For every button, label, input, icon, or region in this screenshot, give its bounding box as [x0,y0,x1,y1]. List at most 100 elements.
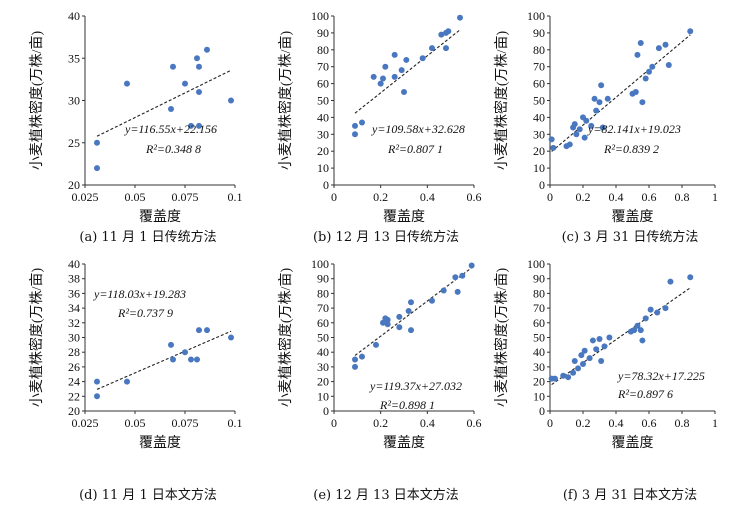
y-tick-label: 70 [317,301,329,315]
data-point [560,372,567,379]
x-tick-label: 0.05 [125,416,146,430]
y-tick-label: 60 [317,316,329,330]
y-tick-label: 10 [317,389,329,403]
data-point [596,99,603,106]
y-tick-label: 40 [533,110,545,124]
data-point [352,131,358,138]
y-tick-label: 30 [317,127,329,141]
x-tick-label: 0.2 [373,190,388,204]
data-point [637,40,644,47]
x-tick-label: 0.2 [576,190,591,204]
data-point [459,272,466,279]
data-point [194,356,200,363]
data-point [586,355,593,362]
data-point [634,322,641,329]
data-point [642,315,649,322]
caption-e: (e) 12 月 13 日本文方法 [313,488,459,503]
data-point [405,308,412,315]
y-axis-title: 小麦植株密度(万株/亩) [28,268,45,408]
y-tick-label: 40 [68,257,80,271]
data-point [419,55,426,62]
y-tick-label: 30 [68,331,80,345]
data-point [204,327,210,334]
regression-equation: y=116.55x+22.156 [124,122,217,136]
y-axis-title: 小麦植株密度(万株/亩) [277,31,294,171]
data-point [642,75,649,82]
y-tick-label: 20 [533,144,545,158]
data-point [382,63,389,70]
y-tick-label: 22 [68,389,80,403]
y-tick-label: 0 [323,178,329,192]
data-point [575,365,582,372]
data-point [588,122,595,129]
data-point [429,45,435,52]
data-point [408,299,414,306]
y-tick-label: 90 [317,272,329,286]
x-tick-label: 0 [547,416,553,430]
data-point [565,374,572,381]
data-point [599,124,606,131]
data-point [591,95,598,102]
y-tick-label: 20 [317,144,329,158]
y-tick-label: 100 [527,9,545,23]
data-point [228,334,234,341]
y-tick-label: 0 [539,178,545,192]
data-point [188,122,194,129]
x-tick-label: 0.2 [576,416,591,430]
trendline [551,287,691,385]
data-point [370,73,377,80]
regression-equation: y=109.58x+32.628 [371,122,465,136]
data-point [445,28,452,35]
x-tick-label: 0.05 [125,190,146,204]
data-point [687,274,694,281]
r-squared-label: R²=0.839 2 [603,142,659,156]
data-point [551,375,558,382]
data-point [438,31,445,38]
y-axis-title: 小麦植株密度(万株/亩) [28,31,45,171]
data-point [94,378,100,385]
y-tick-label: 10 [533,161,545,175]
x-axis-title: 覆盖度 [139,209,181,225]
x-tick-label: 0.4 [609,190,624,204]
data-point [454,288,461,295]
data-point [662,305,669,312]
y-tick-label: 90 [317,26,329,40]
data-point [380,75,386,82]
y-tick-label: 100 [311,9,329,23]
data-point [168,105,174,112]
x-axis-title: 覆盖度 [383,435,425,451]
y-tick-label: 70 [317,60,329,74]
caption-a: (a) 11 月 1 日传统方法 [79,230,217,245]
y-tick-label: 40 [317,345,329,359]
y-tick-label: 30 [533,360,545,374]
x-tick-label: 0.6 [642,190,657,204]
y-tick-label: 50 [533,331,545,345]
y-tick-label: 60 [533,77,545,91]
y-tick-label: 40 [533,345,545,359]
data-point [457,14,463,21]
data-point [631,327,638,334]
data-point [352,122,358,129]
y-tick-label: 50 [533,94,545,108]
data-point [606,334,613,341]
data-point [646,68,652,75]
data-point [408,327,414,334]
caption-f: (f) 3 月 31 日本文方法 [562,488,698,503]
x-tick-label: 0.1 [228,190,243,204]
x-axis-title: 覆盖度 [383,209,425,225]
y-tick-label: 0 [539,404,545,418]
y-tick-label: 80 [317,286,329,300]
x-axis-title: 覆盖度 [612,209,654,225]
x-axis-title: 覆盖度 [612,435,654,451]
data-point [398,67,405,74]
x-tick-label: 0.6 [642,416,657,430]
x-tick-label: 0.075 [172,416,199,430]
y-tick-label: 40 [68,9,80,23]
data-point [571,358,578,365]
x-tick-label: 0 [331,416,337,430]
data-point [401,89,407,96]
r-squared-label: R²=0.737 9 [117,306,173,320]
x-tick-label: 1 [712,416,718,430]
data-point [634,51,641,58]
